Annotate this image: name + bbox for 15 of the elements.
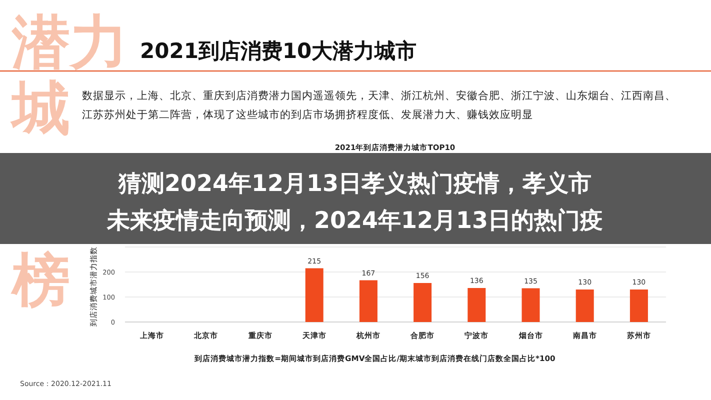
- text: 潜力: [11, 8, 128, 76]
- text: 数据显示，上海、北京、重庆到店消费潜力国内遥遥领先，天津、浙江杭州、安徽合肥、浙江宁波、山东烟台、江西南昌、: [82, 89, 676, 102]
- text: 未来疫情走向预测，2024年12月13日的热门疫: [106, 207, 604, 234]
- bar: [414, 283, 432, 322]
- bar: [305, 268, 324, 322]
- bar: [522, 288, 540, 322]
- text: 江苏苏州处于第二阵营，体现了这些城市的到店市场拥挤程度低、发展潜力大、赚钱效应明显: [82, 108, 533, 121]
- text: 城: [10, 74, 70, 142]
- bar: [576, 290, 594, 322]
- bar: [630, 290, 648, 322]
- chart-title: 2021到店消费10大潜力城市: [140, 39, 417, 63]
- text: 猜测2024年12月13日孝义热门疫情，孝义市: [117, 170, 592, 197]
- bar: [359, 280, 378, 322]
- text: 榜: [10, 246, 70, 314]
- bar: [468, 288, 486, 322]
